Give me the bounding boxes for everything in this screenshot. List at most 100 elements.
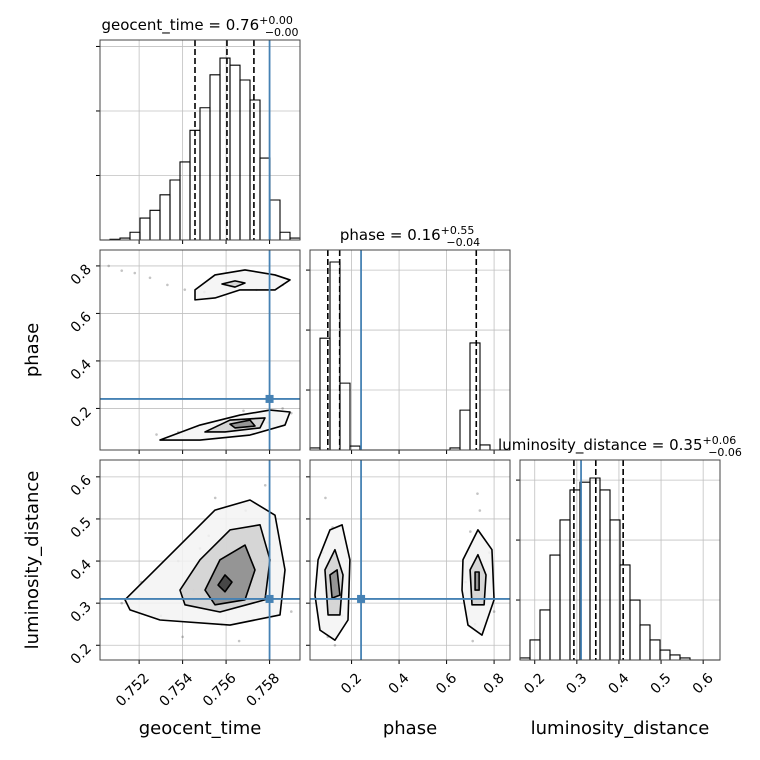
sample-point [478, 509, 482, 512]
x-tick-label: 0.6 [433, 670, 460, 697]
histogram-bin [619, 564, 631, 660]
histogram-bin [649, 639, 661, 660]
x-tick-label: 0.4 [606, 670, 633, 697]
truth-marker [357, 594, 366, 603]
contour [194, 269, 291, 301]
contour [229, 419, 256, 429]
histogram-bin [269, 199, 281, 240]
sample-point [120, 601, 124, 605]
sample-point [166, 283, 169, 287]
histogram-bin [129, 231, 141, 240]
histogram-bin [149, 209, 161, 240]
sample-point [181, 635, 184, 639]
x-tick-label: 0.6 [690, 670, 717, 697]
x-tick-label: 0.752 [113, 670, 153, 710]
y-tick-label: 0.4 [68, 557, 95, 584]
histogram-bin [599, 489, 611, 660]
sample-point [183, 288, 187, 291]
x-axis-label: geocent_time [139, 718, 262, 739]
histogram-bin [239, 79, 251, 240]
histogram-bin [139, 217, 151, 240]
histogram-bin [229, 64, 241, 240]
histogram-bin [249, 99, 261, 240]
histogram-bin [679, 657, 691, 660]
truth-marker [265, 394, 274, 403]
axes-frame [309, 249, 511, 451]
histogram-bin [329, 261, 341, 450]
x-tick-label: 0.756 [200, 670, 240, 710]
histogram-bin [349, 445, 361, 450]
x-axis-label: luminosity_distance [531, 718, 710, 739]
panel-title: geocent_time = 0.76+0.00 −0.00 [101, 14, 298, 39]
sample-point [492, 610, 496, 613]
x-tick-label: 0.758 [244, 670, 284, 710]
histogram-bin [279, 231, 291, 240]
contour [474, 571, 480, 591]
y-tick-label: 0.2 [68, 641, 95, 668]
histogram-bin [559, 519, 571, 660]
panel-title: luminosity_distance = 0.35+0.06 −0.06 [498, 434, 742, 459]
x-tick-label: 0.2 [338, 670, 365, 697]
y-tick-label: 0.8 [68, 261, 95, 288]
truth-marker [265, 594, 274, 603]
sample-point [290, 610, 293, 613]
histogram-bin [219, 57, 231, 240]
sample-point [120, 269, 124, 272]
panel-title: phase = 0.16+0.55 −0.04 [340, 224, 480, 249]
y-tick-label: 0.4 [68, 356, 95, 383]
title-upper: +0.06 [703, 434, 737, 447]
contour [329, 569, 341, 599]
sample-point [237, 639, 241, 643]
title-lower: −0.00 [265, 26, 299, 39]
sample-point [324, 496, 327, 500]
x-tick-label: 0.754 [157, 670, 197, 710]
sample-point [155, 433, 158, 436]
histogram-bin [169, 179, 181, 240]
axes-frame [519, 459, 721, 661]
histogram-bin [479, 444, 491, 450]
sample-point [107, 264, 110, 268]
y-tick-label: 0.3 [68, 599, 95, 626]
title-lower: −0.04 [446, 236, 480, 249]
y-tick-label: 0.2 [68, 404, 95, 431]
title-upper: +0.00 [259, 14, 293, 27]
histogram-bin [339, 382, 351, 450]
sample-point [290, 411, 293, 415]
sample-point [281, 407, 284, 410]
histogram-bin [539, 609, 551, 660]
histogram-bin [259, 157, 271, 240]
histogram-bin [609, 519, 621, 660]
y-tick-label: 0.5 [68, 514, 95, 541]
histogram-bin [669, 654, 681, 660]
title-text: phase = 0.16 [340, 226, 441, 244]
sample-point [469, 530, 472, 533]
histogram-bin [469, 342, 481, 450]
histogram-bin [179, 161, 191, 240]
histogram-bin [629, 599, 641, 660]
histogram-bin [209, 74, 221, 240]
x-tick-label: 0.5 [648, 670, 675, 697]
sample-point [471, 639, 475, 643]
title-lower: −0.06 [708, 446, 742, 459]
histogram-bin [459, 409, 471, 450]
sample-point [476, 492, 479, 495]
histogram-bin [569, 489, 581, 660]
histogram-bin [659, 649, 671, 660]
title-text: geocent_time = 0.76 [101, 16, 259, 35]
y-tick-label: 0.6 [68, 472, 95, 499]
sample-point [242, 409, 245, 413]
contour [221, 280, 246, 288]
y-tick-label: 0.6 [68, 309, 95, 336]
y-axis-label: luminosity_distance [22, 471, 43, 650]
axes-frame [99, 459, 301, 661]
histogram-bin [199, 107, 211, 240]
x-tick-label: 0.3 [563, 670, 590, 697]
title-text: luminosity_distance = 0.35 [498, 436, 702, 455]
axes-frame [99, 39, 301, 241]
histogram-bin [639, 624, 651, 660]
histogram-bin [159, 194, 171, 240]
x-tick-label: 0.8 [481, 670, 508, 697]
y-axis-label: phase [22, 323, 43, 377]
histogram-bin [549, 554, 561, 660]
